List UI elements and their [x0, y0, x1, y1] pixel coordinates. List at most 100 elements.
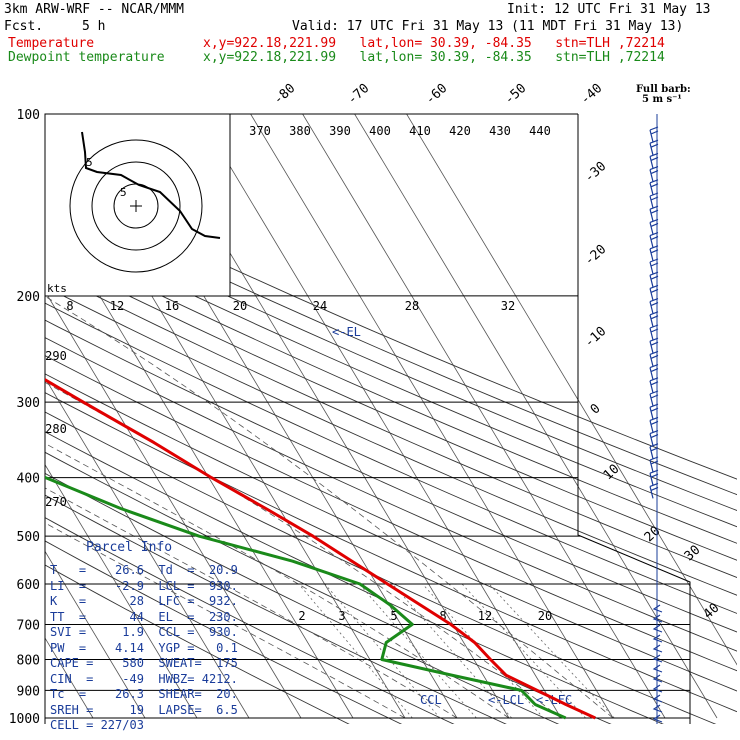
wind-barb — [649, 166, 659, 182]
parcel-info-row: TT = 44 EL = 230. — [50, 609, 238, 624]
hodograph-units: kts — [47, 282, 67, 295]
wind-barb — [652, 684, 663, 693]
pressure-label-300: 300 — [17, 396, 40, 411]
dry-adiabat-line — [45, 238, 737, 544]
mixing-ratio-label: 2 — [298, 609, 305, 623]
wind-barb — [649, 443, 659, 459]
parcel-info-row: Tc = 26.3 SHEAR= 20. — [50, 687, 238, 701]
pressure-label-100: 100 — [17, 108, 40, 123]
barb-legend-title: Full barb: — [636, 84, 691, 95]
parcel-info-row: CIN = -49 HWBZ= 4212. — [50, 671, 238, 686]
wind-barb — [649, 284, 659, 301]
pressure-label-900: 900 — [17, 684, 40, 699]
wind-barb — [652, 664, 663, 673]
wind-barb — [649, 364, 659, 380]
parcel-info-row: T = 26.6 Td = 20.9 — [50, 563, 238, 577]
mixing-ratio-label: 8 — [439, 609, 446, 623]
wind-barb — [652, 654, 663, 663]
theta-label: 380 — [289, 124, 311, 138]
temperature-curve — [45, 377, 596, 720]
isotherm-label: -50 — [502, 81, 529, 108]
wind-barb — [652, 644, 663, 653]
hodograph-ring — [91, 161, 181, 251]
wind-barb — [649, 377, 659, 393]
dry-adiabat-line — [45, 517, 455, 724]
isotherm-line — [45, 290, 302, 719]
moist-adiabat-line — [45, 295, 614, 719]
lcl-marker: <-LCL — [488, 693, 524, 707]
theta-label: 420 — [449, 124, 471, 138]
parcel-info-row: PW = 4.14 YGP = 0.1 — [50, 640, 238, 655]
moist-adiabat-line — [45, 487, 458, 719]
hodograph-ring — [69, 139, 203, 273]
isotherm-line — [406, 114, 737, 666]
isotherm-line — [45, 550, 146, 719]
hodograph-ring-label: 5 — [86, 156, 93, 169]
pressure-label-600: 600 — [17, 578, 40, 593]
theta-label: 370 — [249, 124, 271, 138]
isotherm-label: 20 — [642, 524, 664, 546]
dry-adiabat-line — [45, 392, 737, 713]
dry-adiabat-line — [45, 451, 612, 724]
mixing-ratio-label: 28 — [405, 299, 419, 313]
wind-barb — [649, 430, 659, 446]
parcel-info-row: CELL = 227/03 — [50, 718, 144, 732]
mixing-ratio-label: 5 — [390, 609, 397, 623]
dry-adiabat-line — [45, 540, 403, 724]
theta-label: 390 — [329, 124, 351, 138]
wind-barb — [652, 714, 663, 723]
hodograph-ring-label: 5 — [120, 186, 127, 199]
wind-barb — [649, 416, 659, 433]
wind-barb — [649, 245, 659, 261]
wind-barb — [649, 139, 659, 156]
isotherm-line — [198, 114, 562, 719]
barb-legend-value: 5 m s⁻¹ — [642, 94, 682, 105]
isotherm-label: 0 — [588, 401, 604, 417]
dry-adiabat-label: 290 — [45, 349, 67, 363]
mixing-ratio-label: 12 — [478, 609, 492, 623]
wind-barb — [652, 624, 663, 633]
wind-barb — [649, 152, 659, 169]
hodograph-trace — [81, 131, 221, 239]
dry-adiabat-label: 280 — [45, 422, 67, 436]
wind-barb — [649, 456, 659, 473]
valid-time: Valid: 17 UTC Fri 31 May 13 (11 MDT Fri … — [292, 19, 684, 34]
parcel-info-title: Parcel Info — [86, 540, 173, 555]
dry-adiabat-line — [45, 494, 507, 724]
dry-adiabat-line — [45, 472, 560, 724]
isotherm-label: -70 — [345, 81, 372, 108]
mixing-ratio-label: 16 — [165, 299, 179, 313]
mixing-ratio-label: 3 — [338, 609, 345, 623]
mixing-ratio-label: 12 — [110, 299, 124, 313]
ccl-marker: CCL — [420, 693, 442, 707]
wind-barb — [649, 298, 659, 314]
mixing-ratio-line — [358, 583, 477, 719]
model-title: 3km ARW-WRF -- NCAR/MMM — [4, 2, 185, 17]
mixing-ratio-line — [298, 583, 413, 719]
wind-barb — [649, 126, 659, 143]
dry-adiabat-line — [45, 223, 737, 528]
dry-adiabat-line — [45, 269, 737, 578]
wind-barb — [649, 218, 659, 235]
wind-barb — [649, 192, 659, 209]
isotherm-line — [45, 463, 198, 719]
wind-barb — [649, 403, 659, 420]
dry-adiabat-label: 270 — [45, 495, 67, 509]
parcel-info-row: CAPE = 580 SWEAT= 175 — [50, 656, 238, 670]
dry-adiabat-line — [45, 337, 737, 652]
forecast-label: Fcst. — [4, 19, 44, 34]
wind-barb — [652, 704, 663, 713]
temperature-legend: Temperature — [8, 36, 95, 51]
wind-barb — [649, 258, 659, 275]
moist-adiabat-line — [45, 381, 562, 719]
dewpoint-legend: Dewpoint temperature — [8, 50, 165, 65]
wind-barb — [649, 311, 659, 327]
wind-barb — [649, 350, 659, 367]
wind-barb — [649, 232, 659, 248]
wind-barb — [652, 634, 663, 643]
right-border-line — [577, 114, 691, 724]
dewpoint-curve — [45, 475, 567, 720]
wind-barb — [649, 337, 659, 354]
theta-label: 400 — [369, 124, 391, 138]
